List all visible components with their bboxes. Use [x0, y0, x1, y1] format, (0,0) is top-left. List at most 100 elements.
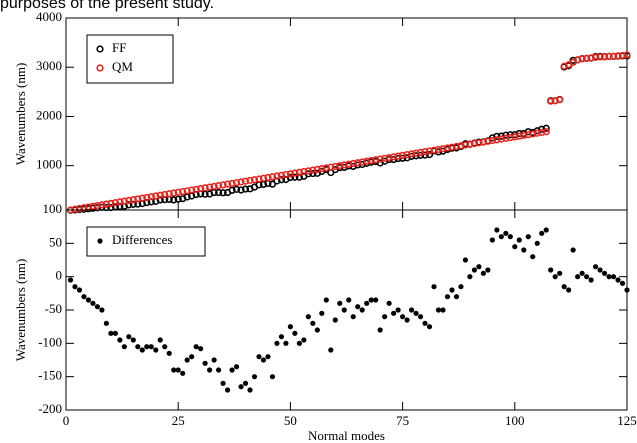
- point: [346, 297, 352, 303]
- point: [259, 174, 268, 182]
- point: [233, 364, 240, 370]
- point: [624, 287, 630, 293]
- point: [606, 274, 612, 280]
- point: [382, 314, 388, 320]
- point: [408, 307, 415, 313]
- point: [328, 347, 334, 353]
- point: [251, 374, 258, 380]
- point: [121, 344, 127, 350]
- point: [183, 187, 191, 195]
- point: [479, 138, 487, 146]
- point: [283, 340, 289, 346]
- point: [148, 344, 154, 350]
- point: [98, 201, 106, 209]
- point: [336, 162, 344, 170]
- y-tick-label: 100: [43, 201, 63, 216]
- point: [210, 182, 218, 190]
- point: [570, 247, 576, 253]
- point: [525, 234, 531, 240]
- point: [615, 277, 621, 283]
- point: [125, 201, 133, 209]
- y-tick-label: -200: [38, 401, 62, 416]
- point: [350, 314, 356, 320]
- point: [444, 294, 451, 300]
- point: [277, 176, 286, 184]
- point: [112, 330, 118, 336]
- point: [386, 300, 392, 306]
- point: [111, 199, 119, 207]
- point: [507, 234, 513, 240]
- point: [498, 234, 504, 240]
- point: [435, 307, 442, 313]
- point: [551, 97, 559, 105]
- point: [313, 165, 321, 173]
- point: [274, 340, 280, 346]
- point: [416, 148, 425, 156]
- point: [228, 179, 236, 188]
- point: [166, 350, 172, 356]
- point: [457, 142, 465, 150]
- point: [394, 152, 402, 160]
- point: [596, 53, 604, 61]
- point: [376, 155, 384, 163]
- point: [237, 186, 245, 194]
- point: [143, 193, 151, 202]
- point: [548, 267, 554, 273]
- point: [349, 159, 357, 168]
- point: [609, 52, 618, 61]
- point: [129, 196, 137, 204]
- point: [534, 240, 540, 246]
- point: [521, 247, 527, 253]
- point: [291, 169, 299, 177]
- y-tick-label: 2000: [36, 107, 62, 122]
- point: [583, 54, 591, 62]
- point: [399, 151, 407, 159]
- point: [211, 357, 217, 363]
- point: [214, 182, 223, 190]
- point: [605, 52, 613, 61]
- point: [174, 188, 182, 196]
- point: [579, 270, 585, 276]
- point: [592, 264, 599, 270]
- legend-box: [86, 34, 174, 84]
- point: [430, 146, 438, 154]
- point: [120, 197, 128, 205]
- point: [103, 320, 109, 326]
- point: [291, 173, 299, 181]
- point: [264, 173, 272, 182]
- point: [81, 294, 87, 300]
- point: [116, 202, 124, 211]
- point: [538, 128, 546, 137]
- point: [618, 51, 627, 60]
- point: [600, 53, 609, 61]
- point: [269, 374, 276, 380]
- point: [229, 367, 235, 373]
- point: [574, 56, 582, 64]
- point: [520, 131, 528, 140]
- point: [304, 167, 312, 175]
- point: [189, 354, 195, 360]
- point: [475, 139, 483, 147]
- point: [533, 129, 541, 137]
- point: [461, 141, 470, 149]
- point: [462, 257, 469, 263]
- point: [241, 185, 250, 193]
- point: [75, 204, 84, 213]
- point: [511, 133, 519, 141]
- point: [516, 237, 522, 243]
- point: [552, 274, 558, 280]
- point: [493, 136, 501, 144]
- point: [497, 135, 505, 143]
- point: [480, 270, 486, 276]
- point: [506, 134, 514, 142]
- point: [215, 367, 222, 373]
- point: [561, 284, 567, 290]
- point: [407, 150, 416, 158]
- point: [277, 171, 286, 179]
- point: [488, 136, 496, 145]
- point: [193, 344, 199, 350]
- legend-marker: [97, 238, 103, 244]
- point: [542, 128, 550, 136]
- point: [575, 274, 581, 280]
- point: [385, 153, 393, 162]
